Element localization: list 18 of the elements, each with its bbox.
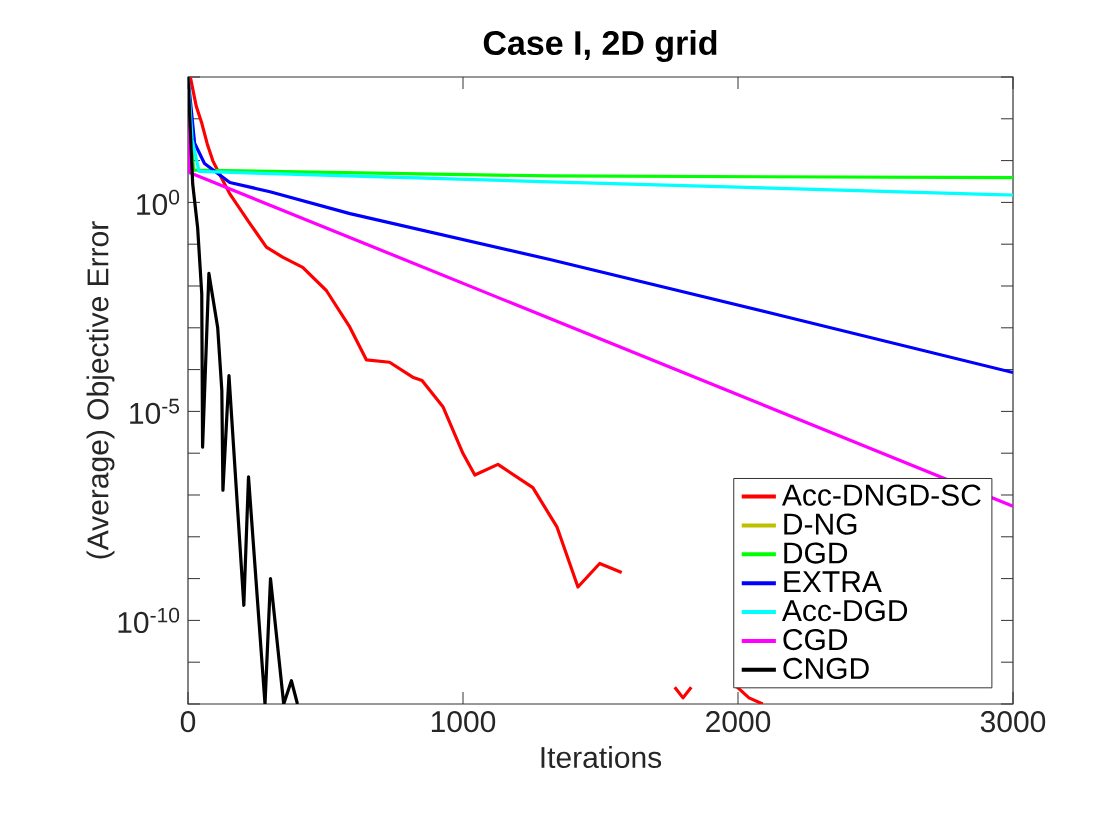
- y-tick-label: 10$^{-5}$: [130, 398, 180, 424]
- y-tick-label: 10$^{-10}$: [118, 607, 180, 634]
- x-tick-label: 0: [180, 711, 196, 733]
- legend-label: EXTRA: [784, 571, 882, 592]
- y-tick-label: 10$^{0}$: [137, 189, 180, 216]
- chart-title: Case I, 2D grid: [483, 30, 717, 62]
- legend-label: DGD: [784, 542, 848, 564]
- legend-label: CGD: [783, 628, 848, 651]
- legend-label: Acc-DNGD-SC: [781, 484, 981, 506]
- x-tick-label: 3000: [980, 711, 1046, 733]
- legend-label: CNGD: [783, 657, 869, 680]
- line-series: [188, 77, 300, 704]
- legend-label: D-NG: [784, 513, 857, 535]
- x-tick-label: 2000: [706, 711, 771, 733]
- y-axis-title: (Average) Objective Error: [86, 221, 115, 559]
- legend-label: Acc-DGD: [781, 599, 908, 622]
- x-axis-title: Iterations: [541, 746, 662, 769]
- x-tick-label: 1000: [431, 711, 496, 733]
